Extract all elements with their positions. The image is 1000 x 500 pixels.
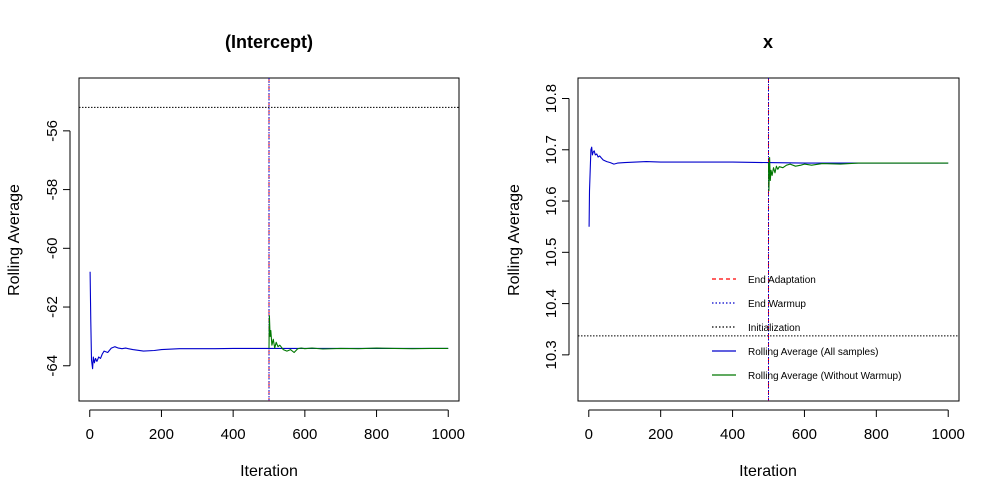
chart-title: x bbox=[763, 32, 773, 52]
series-line-rolling-average-without-warmup bbox=[268, 315, 449, 354]
legend-label: Rolling Average (All samples) bbox=[748, 347, 878, 358]
x-axis-label: Iteration bbox=[240, 463, 298, 480]
legend-label: Initialization bbox=[748, 323, 800, 334]
x-tick-label: 600 bbox=[792, 426, 817, 443]
y-axis-label: Rolling Average bbox=[506, 184, 523, 296]
y-tick-label: -56 bbox=[44, 120, 61, 142]
legend: End Adaptation End Warmup Initialization Ro… bbox=[712, 275, 901, 382]
y-tick-label: 10.6 bbox=[543, 186, 560, 215]
y-tick-label: -64 bbox=[44, 355, 61, 377]
y-tick-label: 10.3 bbox=[543, 340, 560, 369]
x-tick-label: 0 bbox=[585, 426, 593, 443]
y-tick-label: 10.5 bbox=[543, 238, 560, 267]
x-tick-label: 1000 bbox=[432, 426, 465, 443]
series-line-rolling-average-without-warmup bbox=[767, 156, 949, 192]
y-tick-label: -60 bbox=[44, 237, 61, 259]
x-tick-label: 800 bbox=[864, 426, 889, 443]
x-tick-label: 400 bbox=[720, 426, 745, 443]
y-tick-label: -58 bbox=[44, 179, 61, 201]
y-axis-label: Rolling Average bbox=[6, 184, 23, 296]
x-tick-label: 200 bbox=[648, 426, 673, 443]
x-tick-label: 1000 bbox=[932, 426, 965, 443]
legend-label: Rolling Average (Without Warmup) bbox=[748, 371, 901, 382]
x-tick-label: 200 bbox=[149, 426, 174, 443]
chart-title: (Intercept) bbox=[225, 32, 313, 52]
y-tick-label: -62 bbox=[44, 296, 61, 318]
plot-area: 0 200 400 600 800 1000 10.3 10.4 10.5 10.6 10.7 10.… bbox=[543, 77, 965, 443]
y-tick-label: 10.8 bbox=[543, 84, 560, 113]
plot-area: 0 200 400 600 800 1000 -64 -62 -60 -58 -56 bbox=[44, 77, 465, 443]
panel-x: x Iteration Rolling Average 0 200 400 600 80… bbox=[506, 32, 965, 480]
series-line-rolling-average-all-samples bbox=[89, 271, 449, 370]
panel-intercept: (Intercept) Iteration Rolling Average 0 2… bbox=[6, 32, 465, 480]
x-tick-label: 800 bbox=[364, 426, 389, 443]
y-tick-label: 10.7 bbox=[543, 135, 560, 164]
x-tick-label: 600 bbox=[292, 426, 317, 443]
x-tick-label: 400 bbox=[221, 426, 246, 443]
legend-label: End Adaptation bbox=[748, 275, 816, 286]
legend-label: End Warmup bbox=[748, 299, 806, 310]
x-tick-label: 0 bbox=[86, 426, 94, 443]
y-tick-label: 10.4 bbox=[543, 289, 560, 318]
x-axis-label: Iteration bbox=[739, 463, 797, 480]
